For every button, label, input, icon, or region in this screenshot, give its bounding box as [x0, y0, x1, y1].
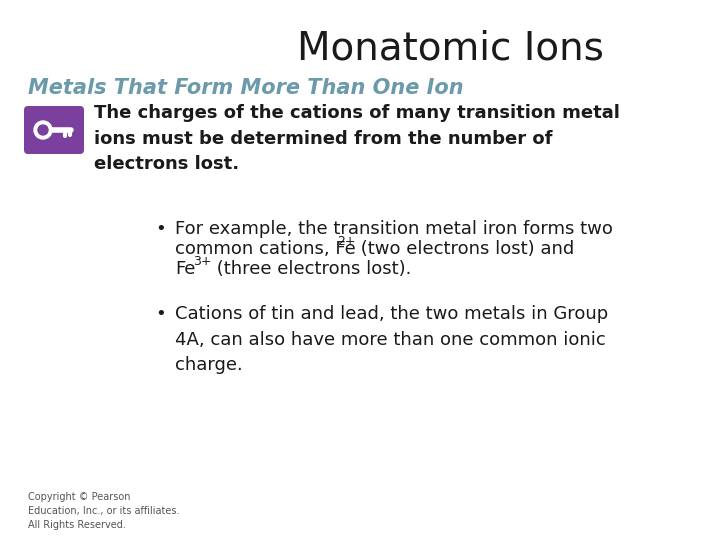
- Text: common cations, Fe: common cations, Fe: [175, 240, 356, 258]
- Circle shape: [38, 125, 48, 135]
- Text: Monatomic Ions: Monatomic Ions: [297, 30, 603, 68]
- Text: •: •: [155, 305, 166, 323]
- Text: Cations of tin and lead, the two metals in Group
4A, can also have more than one: Cations of tin and lead, the two metals …: [175, 305, 608, 374]
- Text: Fe: Fe: [175, 260, 195, 278]
- Text: The charges of the cations of many transition metal
ions must be determined from: The charges of the cations of many trans…: [94, 104, 620, 173]
- Text: 2+: 2+: [337, 235, 356, 248]
- Text: For example, the transition metal iron forms two: For example, the transition metal iron f…: [175, 220, 613, 238]
- Text: Metals That Form More Than One Ion: Metals That Form More Than One Ion: [28, 78, 464, 98]
- Text: •: •: [155, 220, 166, 238]
- Circle shape: [34, 121, 52, 139]
- Text: 3+: 3+: [193, 255, 212, 268]
- Text: Copyright © Pearson
Education, Inc., or its affiliates.
All Rights Reserved.: Copyright © Pearson Education, Inc., or …: [28, 492, 179, 530]
- Text: (three electrons lost).: (three electrons lost).: [211, 260, 411, 278]
- Text: (two electrons lost) and: (two electrons lost) and: [355, 240, 575, 258]
- FancyBboxPatch shape: [24, 106, 84, 154]
